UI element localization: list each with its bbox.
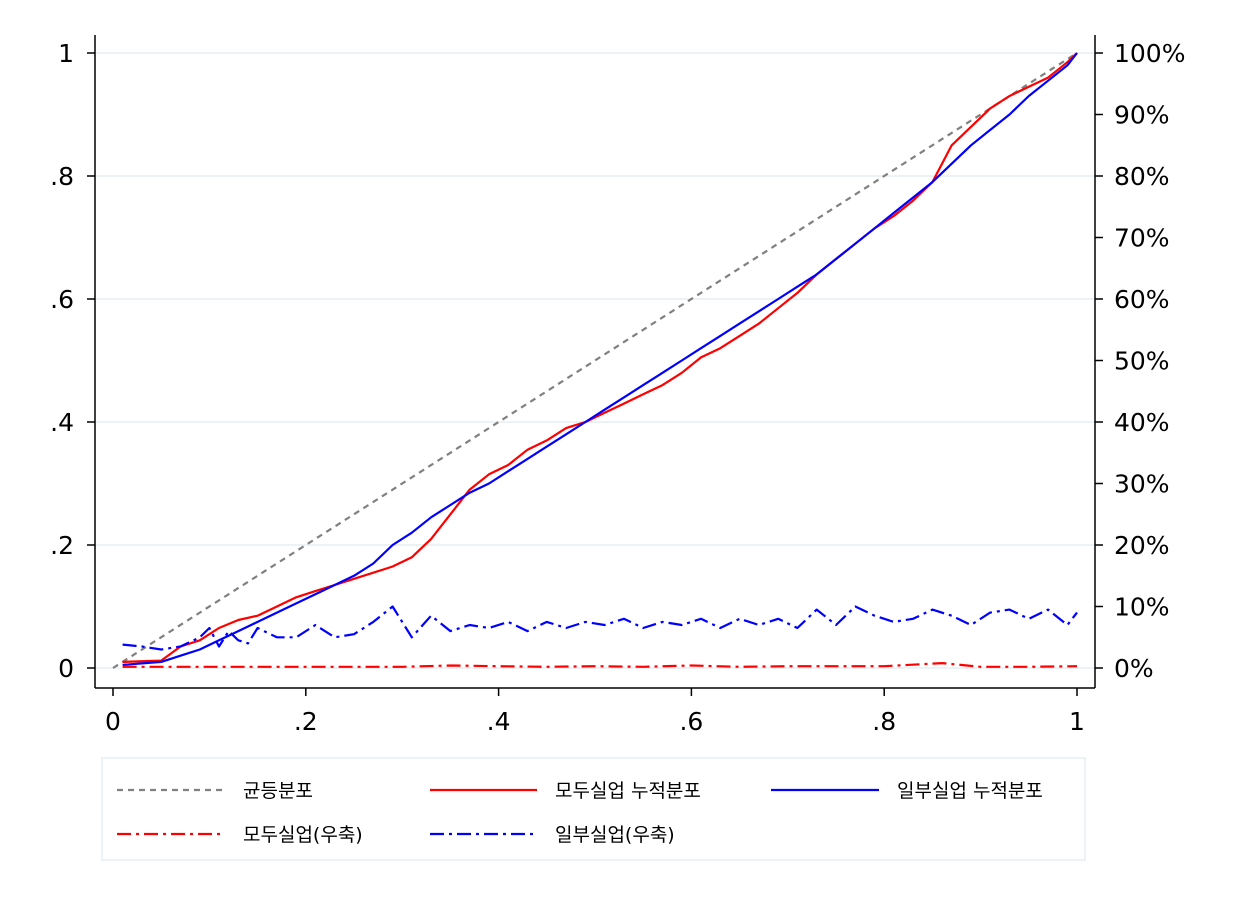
legend-label: 일부실업 누적분포 bbox=[897, 780, 1043, 802]
x-tick-label: .6 bbox=[679, 707, 703, 736]
axes: 0.2.4.6.810%10%20%30%40%50%60%70%80%90%1… bbox=[50, 35, 1185, 736]
legend-box bbox=[101, 757, 1086, 861]
grid bbox=[95, 52, 1095, 669]
y-right-tick-label: 10% bbox=[1114, 593, 1170, 622]
y-left-tick-label: .8 bbox=[50, 162, 74, 191]
legend-label: 모두실업 누적분포 bbox=[555, 780, 701, 802]
y-right-tick-label: 70% bbox=[1114, 224, 1170, 253]
series-line bbox=[122, 661, 1078, 668]
y-right-tick-label: 100% bbox=[1114, 39, 1185, 68]
x-tick-label: .4 bbox=[487, 707, 511, 736]
series-layer bbox=[112, 52, 1078, 669]
series-line bbox=[112, 52, 1078, 669]
y-right-tick-label: 50% bbox=[1114, 347, 1170, 376]
y-right-tick-label: 20% bbox=[1114, 531, 1170, 560]
legend-label: 모두실업(우축) bbox=[243, 824, 363, 846]
y-left-tick-label: .6 bbox=[50, 285, 74, 314]
y-right-tick-label: 80% bbox=[1114, 162, 1170, 191]
y-right-tick-label: 30% bbox=[1114, 470, 1170, 499]
x-tick-label: .8 bbox=[872, 707, 896, 736]
x-tick-label: .2 bbox=[294, 707, 318, 736]
y-left-tick-label: 0 bbox=[58, 654, 74, 683]
y-right-tick-label: 90% bbox=[1114, 101, 1170, 130]
legend-label: 균등분포 bbox=[243, 780, 313, 802]
y-left-tick-label: 1 bbox=[58, 39, 74, 68]
legend-label: 일부실업(우축) bbox=[555, 824, 675, 846]
series-line bbox=[122, 52, 1078, 666]
y-left-tick-label: .4 bbox=[50, 408, 74, 437]
x-tick-label: 0 bbox=[105, 707, 121, 736]
y-right-tick-label: 60% bbox=[1114, 285, 1170, 314]
series-line bbox=[122, 605, 1078, 651]
y-left-tick-label: .2 bbox=[50, 531, 74, 560]
x-tick-label: 1 bbox=[1069, 707, 1085, 736]
y-right-tick-label: 40% bbox=[1114, 408, 1170, 437]
y-right-tick-label: 0% bbox=[1114, 654, 1154, 683]
